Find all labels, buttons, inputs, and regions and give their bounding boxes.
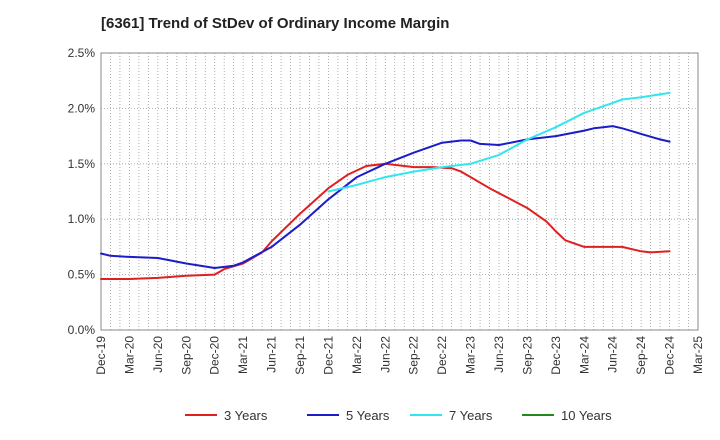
- x-tick-label: Mar-20: [122, 336, 136, 374]
- y-tick-label: 0.0%: [68, 323, 96, 337]
- y-tick-label: 2.5%: [68, 46, 96, 60]
- x-tick-label: Mar-22: [350, 336, 364, 374]
- y-tick-label: 1.0%: [68, 212, 96, 226]
- x-tick-label: Dec-20: [208, 336, 222, 375]
- x-tick-label: Dec-19: [94, 336, 108, 375]
- x-tick-label: Mar-21: [236, 336, 250, 374]
- x-tick-label: Mar-24: [577, 336, 591, 374]
- x-tick-label: Dec-23: [549, 336, 563, 375]
- legend-label: 7 Years: [449, 408, 493, 423]
- y-tick-label: 2.0%: [68, 101, 96, 115]
- chart-title: [6361] Trend of StDev of Ordinary Income…: [101, 15, 450, 32]
- x-tick-label: Jun-20: [151, 336, 165, 373]
- x-tick-label: Sep-23: [520, 336, 534, 375]
- y-tick-label: 1.5%: [68, 157, 96, 171]
- x-tick-label: Sep-22: [407, 336, 421, 375]
- x-tick-label: Mar-25: [691, 336, 705, 374]
- x-tick-label: Jun-22: [378, 336, 392, 373]
- x-tick-label: Dec-21: [321, 336, 335, 375]
- plot-area-frame: [100, 52, 699, 331]
- legend-label: 5 Years: [346, 408, 390, 423]
- x-tick-label: Jun-21: [265, 336, 279, 373]
- x-tick-label: Dec-22: [435, 336, 449, 375]
- legend-label: 10 Years: [561, 408, 612, 423]
- x-tick-label: Mar-23: [464, 336, 478, 374]
- series-line: [100, 125, 671, 269]
- x-tick-label: Sep-20: [179, 336, 193, 375]
- x-tick-label: Jun-24: [606, 336, 620, 373]
- x-tick-label: Sep-24: [634, 336, 648, 375]
- series-line: [327, 91, 671, 193]
- legend-label: 3 Years: [224, 408, 268, 423]
- y-tick-label: 0.5%: [68, 268, 96, 282]
- x-tick-label: Sep-21: [293, 336, 307, 375]
- x-tick-label: Dec-24: [663, 336, 677, 375]
- x-tick-label: Jun-23: [492, 336, 506, 373]
